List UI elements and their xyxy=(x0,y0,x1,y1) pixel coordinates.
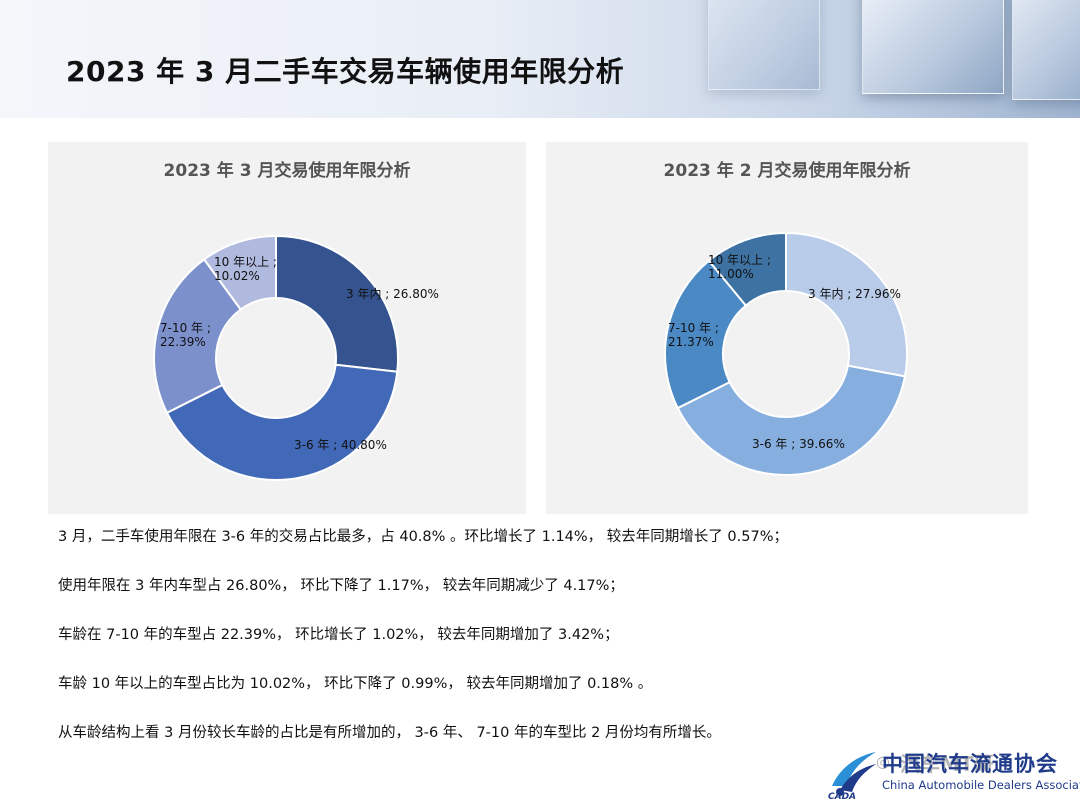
slice-label: 3 年内 ; 27.96% xyxy=(808,287,901,301)
donut-slice xyxy=(676,364,907,476)
slice-label: 7-10 年 ; 21.37% xyxy=(668,321,719,349)
donut-chart-february: 3 年内 ; 27.96% 3-6 年 ; 39.66% 7-10 年 ; 21.37… xyxy=(664,231,908,476)
slice-label: 3-6 年 ; 39.66% xyxy=(752,437,845,451)
header-banner: 2023 年 3 月二手车交易车辆使用年限分析 xyxy=(0,0,1080,118)
wechat-icon: ◎ xyxy=(876,752,890,771)
org-name-cn: 中国汽车流通协会 xyxy=(882,752,1058,776)
cada-logo: 中国汽车流通协会 China Automobile Dealers Associ… xyxy=(822,742,1080,810)
watermark-text: 汽车MT研 xyxy=(900,752,994,776)
slice-label: 3-6 年 ; 40.80% xyxy=(294,438,387,452)
analysis-notes: 3 月，二手车使用年限在 3-6 年的交易占比最多，占 40.8% 。环比增长了… xyxy=(58,526,1038,771)
chart-panel-march: 2023 年 3 月交易使用年限分析 3 年内 ; 26.80% 3-6 年 ; … xyxy=(48,142,526,514)
slice-label: 10 年以上 ; 10.02% xyxy=(214,255,277,283)
slice-label: 7-10 年 ; 22.39% xyxy=(160,321,211,349)
org-name-en: China Automobile Dealers Association xyxy=(882,778,1080,792)
note-line: 从车龄结构上看 3 月份较长车龄的占比是有所增加的， 3-6 年、 7-10 年… xyxy=(58,725,721,741)
donut-slice xyxy=(275,234,399,373)
donut-slice xyxy=(153,257,243,415)
note-line: 使用年限在 3 年内车型占 26.80%， 环比下降了 1.17%， 较去年同期… xyxy=(58,578,624,594)
decor-cube xyxy=(1012,0,1080,100)
note-line: 车龄 10 年以上的车型占比为 10.02%， 环比下降了 0.99%， 较去年… xyxy=(58,676,653,692)
donut-chart-march: 3 年内 ; 26.80% 3-6 年 ; 40.80% 7-10 年 ; 22.39… xyxy=(153,234,439,481)
chart-title: 2023 年 2 月交易使用年限分析 xyxy=(663,161,911,181)
cada-logo-icon xyxy=(832,752,876,796)
slice-label: 3 年内 ; 26.80% xyxy=(346,287,439,301)
chart-title: 2023 年 3 月交易使用年限分析 xyxy=(163,161,411,181)
donut-slice xyxy=(707,231,787,307)
org-abbr: CADA xyxy=(828,792,857,802)
note-line: 3 月，二手车使用年限在 3-6 年的交易占比最多，占 40.8% 。环比增长了… xyxy=(58,529,788,545)
page-title: 2023 年 3 月二手车交易车辆使用年限分析 xyxy=(66,55,625,88)
decor-cube xyxy=(862,0,1004,94)
donut-slice xyxy=(664,259,748,410)
donut-slice xyxy=(165,363,399,481)
chart-panel-february: 2023 年 2 月交易使用年限分析 3 年内 ; 27.96% 3-6 年 ; … xyxy=(546,142,1028,514)
donut-slice xyxy=(785,231,908,378)
decor-cube xyxy=(708,0,820,90)
donut-slice xyxy=(202,234,277,311)
note-line: 车龄在 7-10 年的车型占 22.39%， 环比增长了 1.02%， 较去年同… xyxy=(58,627,619,643)
slice-label: 10 年以上 ; 11.00% xyxy=(708,253,771,281)
